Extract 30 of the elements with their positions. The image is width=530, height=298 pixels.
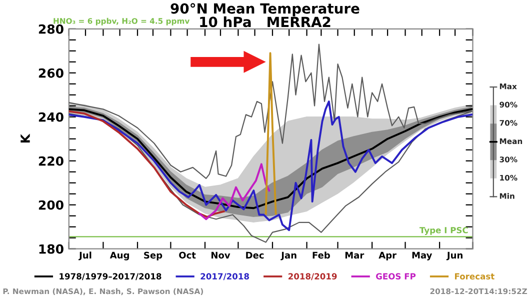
line-series: [68, 110, 225, 218]
y-tick-label: 220: [38, 156, 64, 166]
chart-subtitle: 10 hPa MERRA2: [200, 16, 330, 28]
legend-label: Forecast: [455, 273, 494, 280]
x-tick-label: Mar: [345, 252, 364, 259]
x-tick-label: Jun: [446, 252, 462, 260]
x-tick-label: Dec: [246, 252, 264, 259]
x-tick-label: Oct: [179, 252, 196, 259]
x-tick-label: Jan: [280, 252, 296, 260]
chart-title: 90°N Mean Temperature: [170, 3, 360, 16]
y-tick-label: 260: [38, 68, 64, 78]
y-tick-label: 180: [39, 244, 64, 254]
x-tick-label: Apr: [378, 252, 396, 260]
legend-label: 2018/2019: [288, 273, 337, 280]
x-tick-label: Aug: [110, 252, 129, 260]
line-series: [264, 52, 277, 215]
legend-label: GEOS FP: [376, 273, 416, 280]
legend-label: 2017/2018: [200, 273, 249, 280]
x-tick-label: May: [412, 252, 432, 260]
y-tick-label: 280: [38, 24, 64, 34]
line-series: [198, 163, 270, 220]
x-tick-label: Jul: [78, 252, 92, 260]
x-tick-label: Feb: [312, 252, 330, 259]
legend-label: 1978/1979–2017/2018: [60, 273, 162, 280]
y-tick-label: 200: [38, 200, 64, 210]
y-tick-label: 240: [38, 112, 64, 122]
x-tick-label: Sep: [144, 252, 162, 260]
y-axis-title: K: [20, 134, 30, 143]
ref-line-label: Type I PSC: [420, 226, 468, 235]
x-tick-label: Nov: [211, 252, 230, 259]
